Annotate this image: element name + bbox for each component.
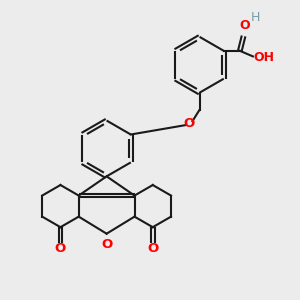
Text: H: H	[251, 11, 260, 24]
Text: O: O	[239, 19, 250, 32]
Text: OH: OH	[254, 51, 274, 64]
Text: O: O	[147, 242, 158, 255]
Text: O: O	[101, 238, 112, 251]
Text: O: O	[55, 242, 66, 255]
Text: O: O	[183, 117, 194, 130]
